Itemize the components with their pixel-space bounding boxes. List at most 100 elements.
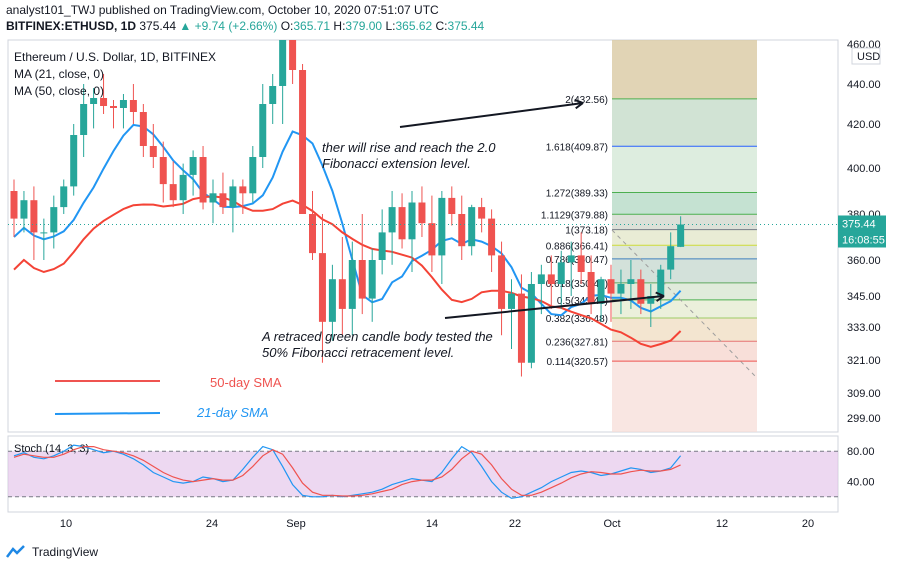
candle-body bbox=[597, 279, 605, 304]
fib-label: 0.786(360.47) bbox=[546, 255, 608, 266]
arrow-to-retrace-head bbox=[655, 291, 665, 302]
annotation-retrace: A retraced green candle body tested the 5… bbox=[261, 329, 493, 360]
fib-zone bbox=[612, 282, 757, 300]
candle-body bbox=[40, 232, 48, 234]
currency-label: USD bbox=[857, 51, 880, 63]
stoch-band bbox=[8, 451, 838, 497]
fib-label: 1.272(389.33) bbox=[546, 189, 608, 200]
open-value: 365.71 bbox=[293, 19, 331, 33]
fib-label: 0.114(320.57) bbox=[546, 357, 608, 368]
trend-dashed-line bbox=[611, 229, 758, 379]
candle-body bbox=[229, 186, 237, 208]
y-tick-label: 333.00 bbox=[847, 322, 881, 334]
candle-body bbox=[358, 260, 366, 299]
brand-name: TradingView bbox=[32, 545, 99, 559]
fib-label: 0.382(336.48) bbox=[546, 314, 608, 325]
low-value: 365.62 bbox=[395, 19, 433, 33]
candle-body bbox=[100, 98, 108, 106]
stoch-tick: 40.00 bbox=[847, 477, 875, 489]
candle-body bbox=[179, 174, 187, 201]
candle-body bbox=[378, 232, 386, 260]
candle-body bbox=[517, 293, 525, 363]
y-tick-label: 400.00 bbox=[847, 163, 881, 175]
y-tick-label: 440.00 bbox=[847, 79, 881, 91]
ma50-legend: MA (50, close, 0) bbox=[14, 84, 105, 98]
candle-body bbox=[627, 279, 635, 284]
x-tick-label: 24 bbox=[206, 518, 218, 530]
change: ▲ +9.74 (+2.66%) bbox=[179, 19, 278, 33]
x-tick-label: 10 bbox=[60, 518, 72, 530]
fib-zone bbox=[612, 146, 757, 193]
candle-body bbox=[149, 146, 157, 157]
x-tick-label: Sep bbox=[286, 518, 306, 530]
y-tick-label: 299.00 bbox=[847, 413, 881, 425]
candle-body bbox=[60, 186, 68, 208]
stoch-d-line bbox=[13, 446, 681, 497]
y-tick-label: 420.00 bbox=[847, 119, 881, 131]
close-label: C: bbox=[435, 19, 448, 33]
fib-label: 0.5(343.49) bbox=[557, 296, 608, 307]
low-label: L: bbox=[385, 19, 396, 33]
candle-body bbox=[657, 269, 665, 296]
tradingview-logo-icon bbox=[6, 545, 26, 559]
y-tick-label: 345.00 bbox=[847, 291, 881, 303]
candle-body bbox=[637, 279, 645, 304]
countdown-label: 16:08:55 bbox=[842, 234, 885, 246]
fib-zone bbox=[612, 361, 757, 432]
candle-body bbox=[478, 207, 486, 219]
open-label: O: bbox=[280, 19, 294, 33]
candle-body bbox=[557, 262, 565, 284]
candle-body bbox=[527, 284, 535, 363]
candle-body bbox=[209, 193, 217, 203]
candle-body bbox=[328, 279, 336, 322]
x-tick-label: 12 bbox=[716, 518, 728, 530]
fib-label: 2(432.56) bbox=[565, 95, 608, 106]
candle-body bbox=[667, 246, 675, 270]
candle-body bbox=[20, 200, 28, 219]
fib-label: 0.618(350.49) bbox=[546, 279, 608, 290]
fib-zone bbox=[612, 192, 757, 215]
arrow-to-extension bbox=[399, 102, 584, 128]
stoch-tick: 80.00 bbox=[847, 446, 875, 458]
candle-body bbox=[299, 70, 307, 214]
candle-body bbox=[199, 157, 207, 203]
high-label: H: bbox=[333, 19, 346, 33]
candle-body bbox=[398, 207, 406, 240]
label-21-sma: 21-day SMA bbox=[196, 405, 269, 420]
candle-body bbox=[338, 279, 346, 309]
y-tick-label: 309.00 bbox=[847, 388, 881, 400]
candle-body bbox=[239, 186, 247, 194]
fib-label: 1.1129(379.88) bbox=[541, 210, 608, 221]
candle-body bbox=[537, 274, 545, 284]
candle-body bbox=[368, 260, 376, 299]
candle-body bbox=[428, 223, 436, 256]
candle-body bbox=[348, 260, 356, 309]
candle-body bbox=[10, 191, 18, 219]
candle-body bbox=[139, 112, 147, 146]
candle-body bbox=[438, 197, 446, 256]
last-price-label: 375.44 bbox=[842, 218, 876, 230]
candle-body bbox=[647, 296, 655, 304]
candle-body bbox=[677, 224, 685, 247]
candle-body bbox=[468, 207, 476, 247]
fib-zone bbox=[612, 341, 757, 362]
fib-zone bbox=[612, 229, 757, 246]
candle-body bbox=[318, 253, 326, 322]
candle-body bbox=[189, 157, 197, 175]
candle-body bbox=[269, 86, 277, 104]
candle-body bbox=[279, 40, 287, 86]
candle-body bbox=[508, 293, 515, 309]
close-value: 375.44 bbox=[447, 19, 485, 33]
arrow-to-extension-head bbox=[574, 98, 584, 110]
fib-zone bbox=[612, 258, 757, 283]
candle-body bbox=[80, 104, 88, 135]
fib-zone bbox=[612, 40, 757, 99]
candle-body bbox=[289, 40, 297, 70]
chart-title: Ethereum / U.S. Dollar, 1D, BITFINEX bbox=[14, 50, 217, 64]
ohlc-line: BITFINEX:ETHUSD, 1D 375.44 ▲ +9.74 (+2.6… bbox=[6, 19, 484, 33]
candle-body bbox=[418, 202, 426, 224]
candle-body bbox=[249, 157, 257, 194]
candle-body bbox=[498, 255, 506, 309]
annotation-rise-target: ther will rise and reach the 2.0 Fibonacc… bbox=[322, 140, 496, 171]
